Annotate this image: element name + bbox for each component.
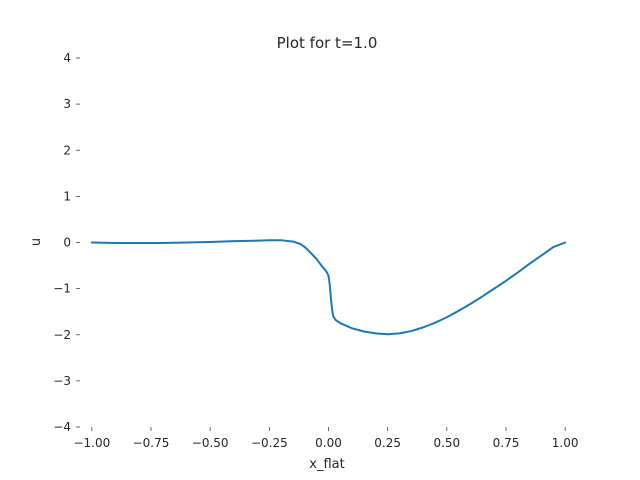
series-line-0	[90, 239, 567, 336]
y-tick-label: −2	[53, 328, 71, 342]
x-tick-label: −0.75	[133, 436, 170, 450]
y-axis: 4 3 2 1 0 −1 −2 −3 −4	[53, 51, 80, 434]
plot-area	[90, 239, 567, 336]
chart-title: Plot for t=1.0	[277, 34, 378, 52]
y-axis-label: u	[29, 238, 44, 246]
y-tick-label: −3	[53, 374, 71, 388]
x-tick-label: 0.50	[433, 436, 460, 450]
x-tick-label: −0.50	[192, 436, 229, 450]
x-axis: −1.00 −0.75 −0.50 −0.25 0.00 0.25 0.50 0.75 1.00	[73, 427, 579, 450]
x-axis-label: x_flat	[309, 457, 344, 472]
y-tick-label: −4	[53, 420, 71, 434]
y-tick-label: −1	[53, 282, 71, 296]
y-tick-label: 0	[63, 236, 71, 250]
x-tick-label: −1.00	[73, 436, 110, 450]
x-tick-label: 0.75	[493, 436, 520, 450]
x-tick-label: −0.25	[251, 436, 288, 450]
y-tick-label: 2	[63, 143, 71, 157]
y-tick-label: 4	[63, 51, 71, 65]
x-tick-label: 1.00	[552, 436, 579, 450]
x-tick-label: 0.00	[315, 436, 342, 450]
y-tick-label: 3	[63, 97, 71, 111]
x-tick-label: 0.25	[374, 436, 401, 450]
y-tick-label: 1	[63, 189, 71, 203]
